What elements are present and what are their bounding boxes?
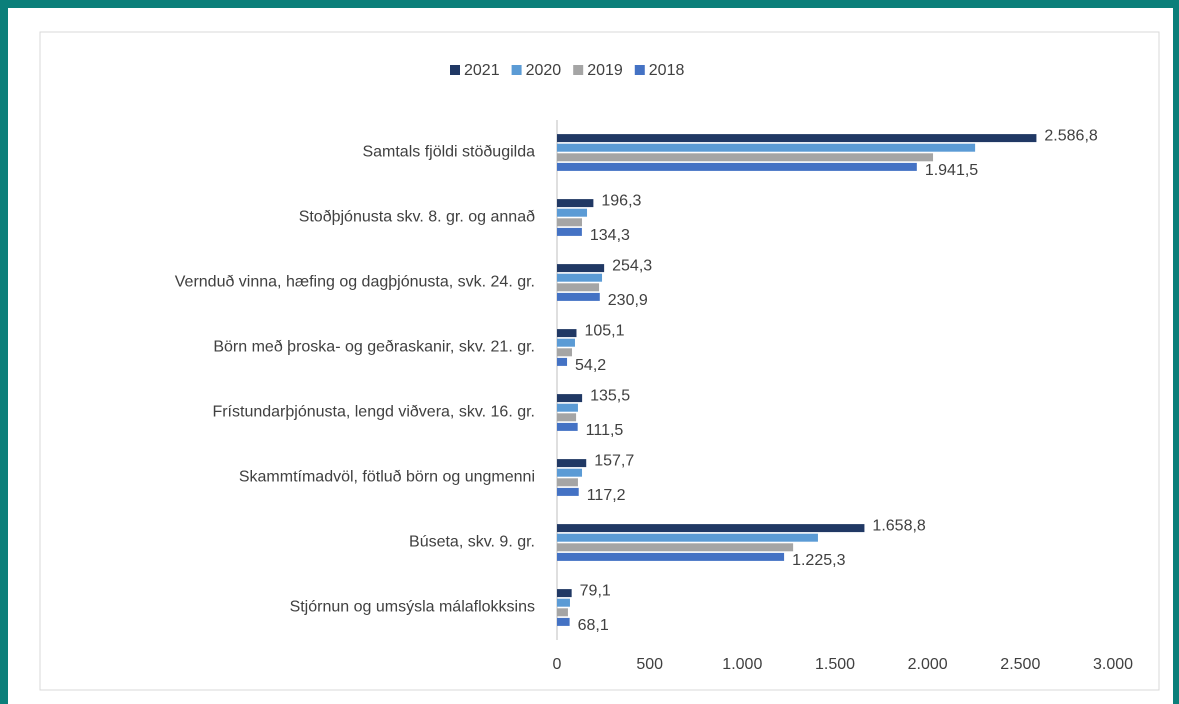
y-tick-label: Stoðþjónusta skv. 8. gr. og annað (299, 209, 535, 226)
bar (557, 273, 603, 282)
bar (557, 162, 917, 171)
bar (557, 422, 578, 431)
bar (557, 533, 818, 542)
y-tick-label: Stjórnun og umsýsla málaflokksins (290, 599, 535, 616)
x-tick-label: 2.500 (1000, 656, 1040, 673)
bar (557, 357, 568, 366)
data-label: 157,7 (594, 452, 634, 469)
legend-swatch (573, 65, 584, 75)
x-tick-label: 2.000 (908, 656, 948, 673)
bar (557, 552, 785, 561)
legend-swatch (634, 65, 645, 75)
y-tick-label: Frístundarþjónusta, lengd viðvera, skv. … (212, 404, 535, 421)
bar (557, 292, 600, 301)
bar (557, 524, 865, 533)
x-tick-label: 500 (636, 656, 663, 673)
bar (557, 394, 583, 403)
data-label: 1.658,8 (872, 517, 925, 534)
data-label: 54,2 (575, 357, 606, 374)
bar (557, 468, 583, 477)
bar (557, 413, 577, 422)
bar (557, 617, 570, 626)
data-label: 134,3 (590, 227, 630, 244)
bar (557, 199, 594, 208)
x-tick-label: 0 (553, 656, 562, 673)
data-label: 2.586,8 (1044, 127, 1097, 144)
data-label: 111,5 (586, 422, 624, 439)
bar (557, 478, 578, 487)
legend-label: 2019 (587, 62, 623, 79)
legend-swatch (511, 65, 522, 75)
data-label: 135,5 (590, 387, 630, 404)
bar (557, 487, 579, 496)
y-tick-label: Skammtímadvöl, fötluð börn og ungmenni (239, 469, 535, 486)
data-label: 68,1 (578, 617, 609, 634)
data-label: 105,1 (584, 322, 624, 339)
bar (557, 459, 587, 468)
bar (557, 208, 588, 217)
y-tick-label: Vernduð vinna, hæfing og dagþjónusta, sv… (175, 274, 535, 291)
bar (557, 589, 572, 598)
bar (557, 264, 605, 273)
bar (557, 218, 583, 227)
y-tick-label: Samtals fjöldi stöðugilda (362, 144, 535, 161)
bar (557, 283, 600, 292)
x-tick-label: 3.000 (1093, 656, 1133, 673)
x-tick-label: 1.500 (815, 656, 855, 673)
bar (557, 348, 573, 357)
data-label: 196,3 (601, 192, 641, 209)
data-label: 230,9 (608, 292, 648, 309)
legend-swatch (450, 65, 460, 75)
bar (557, 598, 570, 607)
x-tick-label: 1.000 (722, 656, 762, 673)
y-tick-label: Búseta, skv. 9. gr. (409, 534, 535, 551)
data-label: 117,2 (587, 487, 626, 504)
bar (557, 543, 794, 552)
data-label: 254,3 (612, 257, 652, 274)
data-label: 79,1 (580, 582, 611, 599)
legend-label: 2020 (526, 62, 562, 79)
bar (557, 143, 976, 152)
y-tick-label: Börn með þroska- og geðraskanir, skv. 21… (213, 339, 535, 356)
legend-label: 2018 (649, 62, 685, 79)
bar (557, 329, 577, 338)
data-label: 1.941,5 (925, 162, 978, 179)
bar (557, 403, 578, 412)
bar (557, 134, 1037, 143)
legend-label: 2021 (464, 62, 500, 79)
bar (557, 153, 934, 162)
bar (557, 608, 568, 617)
bar (557, 227, 582, 236)
bar (557, 338, 575, 347)
data-label: 1.225,3 (792, 552, 845, 569)
